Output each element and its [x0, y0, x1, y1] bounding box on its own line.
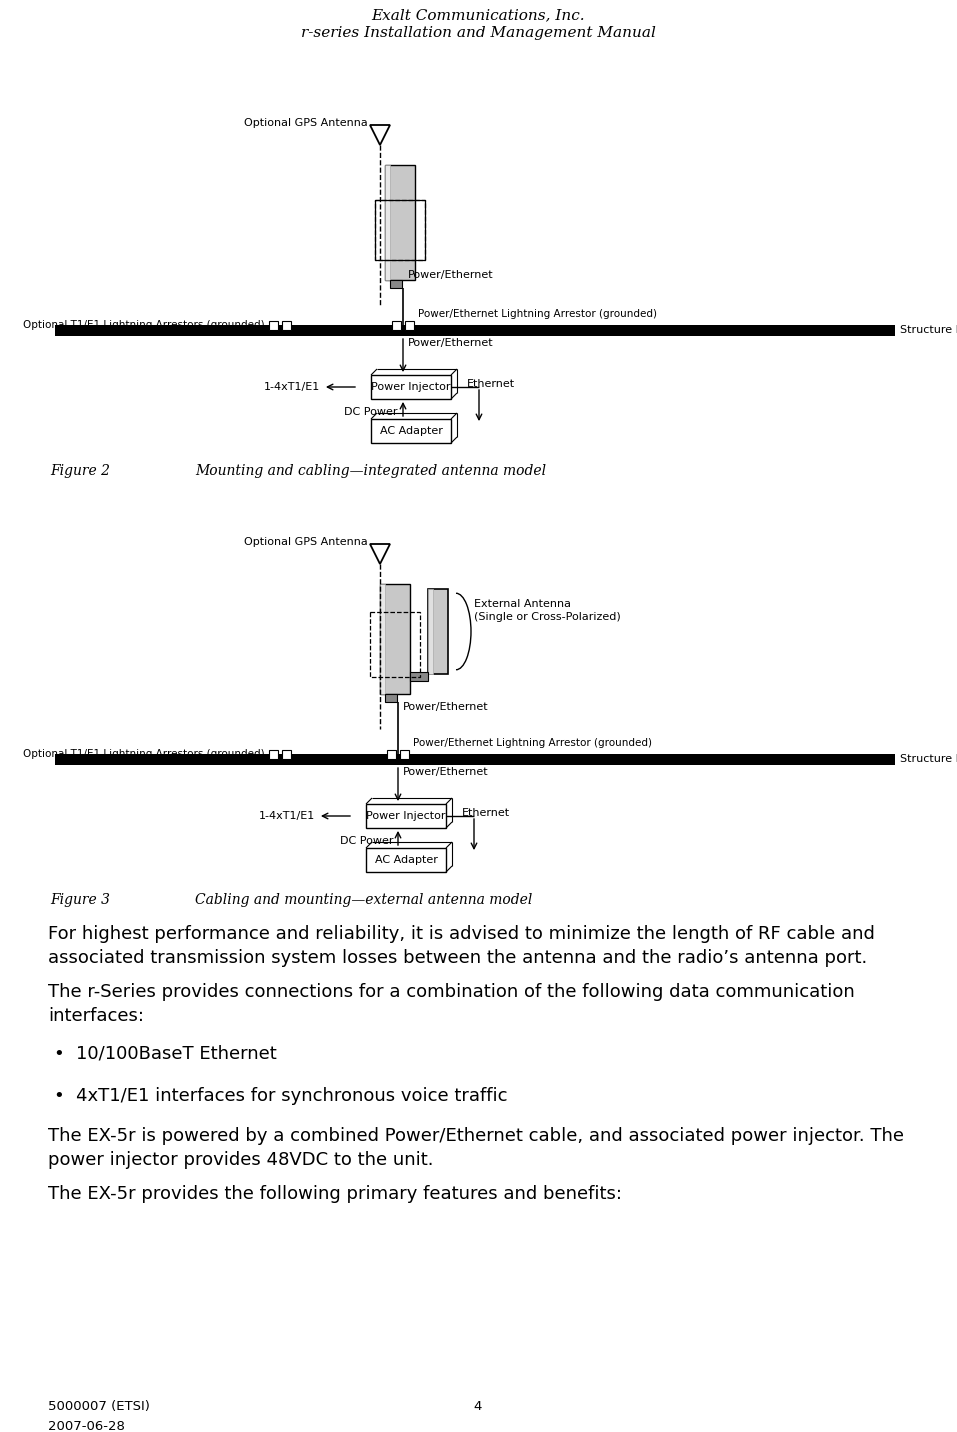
Bar — [370, 611, 420, 677]
Text: (Single or Cross-Polarized): (Single or Cross-Polarized) — [474, 611, 621, 621]
Text: Figure 3: Figure 3 — [50, 894, 110, 906]
Bar — [371, 420, 451, 442]
Text: Power Injector: Power Injector — [367, 811, 446, 821]
Bar — [387, 750, 396, 759]
Text: r-series Installation and Management Manual: r-series Installation and Management Man… — [300, 26, 656, 40]
Bar — [392, 321, 401, 329]
Text: Power/Ethernet: Power/Ethernet — [408, 271, 494, 281]
Bar — [428, 589, 448, 674]
Text: Ethernet: Ethernet — [467, 379, 515, 390]
Text: Power Injector: Power Injector — [371, 382, 451, 392]
Bar — [428, 589, 433, 674]
Text: 4xT1/E1 interfaces for synchronous voice traffic: 4xT1/E1 interfaces for synchronous voice… — [76, 1087, 507, 1106]
Text: Optional T1/E1 Lightning Arrestors (grounded): Optional T1/E1 Lightning Arrestors (grou… — [23, 749, 265, 759]
Bar — [366, 803, 446, 828]
Text: The r-Series provides connections for a combination of the following data commun: The r-Series provides connections for a … — [48, 982, 855, 1001]
Text: Cabling and mounting—external antenna model: Cabling and mounting—external antenna mo… — [195, 894, 532, 906]
Bar — [385, 695, 397, 702]
Bar — [269, 750, 278, 759]
Text: interfaces:: interfaces: — [48, 1007, 144, 1025]
Text: associated transmission system losses between the antenna and the radio’s antenn: associated transmission system losses be… — [48, 949, 867, 967]
Bar — [282, 321, 291, 329]
Bar — [380, 584, 410, 695]
Text: Mounting and cabling—integrated antenna model: Mounting and cabling—integrated antenna … — [195, 464, 546, 478]
Text: Optional GPS Antenna: Optional GPS Antenna — [244, 537, 368, 547]
Polygon shape — [370, 544, 390, 564]
Polygon shape — [370, 125, 390, 145]
Text: DC Power: DC Power — [345, 407, 398, 417]
Text: •: • — [53, 1087, 64, 1106]
Text: Power/Ethernet: Power/Ethernet — [408, 338, 494, 348]
Bar — [385, 165, 415, 281]
Bar — [375, 200, 425, 261]
Text: For highest performance and reliability, it is advised to minimize the length of: For highest performance and reliability,… — [48, 925, 875, 944]
Bar — [371, 375, 451, 400]
Text: •: • — [53, 1045, 64, 1063]
Text: Exalt Communications, Inc.: Exalt Communications, Inc. — [371, 9, 585, 21]
Bar — [385, 165, 390, 281]
Text: Power/Ethernet: Power/Ethernet — [403, 702, 489, 712]
Text: The EX-5r provides the following primary features and benefits:: The EX-5r provides the following primary… — [48, 1186, 622, 1203]
Text: Structure Penetration: Structure Penetration — [900, 755, 957, 765]
Bar — [380, 584, 385, 695]
Bar — [366, 848, 446, 872]
Bar — [55, 755, 895, 765]
Text: Figure 2: Figure 2 — [50, 464, 110, 478]
Text: External Antenna: External Antenna — [474, 599, 571, 609]
Text: Power/Ethernet: Power/Ethernet — [403, 768, 489, 778]
Bar — [375, 200, 425, 261]
Bar — [269, 321, 278, 329]
Bar — [410, 672, 428, 682]
Text: AC Adapter: AC Adapter — [374, 855, 437, 865]
Text: power injector provides 48VDC to the unit.: power injector provides 48VDC to the uni… — [48, 1151, 434, 1169]
Text: Power/Ethernet Lightning Arrestor (grounded): Power/Ethernet Lightning Arrestor (groun… — [413, 737, 652, 748]
Bar — [55, 325, 895, 337]
Text: DC Power: DC Power — [340, 836, 393, 846]
Text: Power/Ethernet Lightning Arrestor (grounded): Power/Ethernet Lightning Arrestor (groun… — [418, 309, 657, 319]
Text: 4: 4 — [474, 1400, 482, 1413]
Bar — [400, 750, 409, 759]
Text: 1-4xT1/E1: 1-4xT1/E1 — [258, 811, 315, 821]
Bar — [390, 281, 402, 288]
Text: Ethernet: Ethernet — [462, 808, 510, 818]
Text: 2007-06-28: 2007-06-28 — [48, 1421, 124, 1432]
Bar — [282, 750, 291, 759]
Text: Structure Penetration: Structure Penetration — [900, 325, 957, 335]
Text: 10/100BaseT Ethernet: 10/100BaseT Ethernet — [76, 1045, 277, 1063]
Text: 1-4xT1/E1: 1-4xT1/E1 — [264, 382, 320, 392]
Text: 5000007 (ETSI): 5000007 (ETSI) — [48, 1400, 150, 1413]
Text: The EX-5r is powered by a combined Power/Ethernet cable, and associated power in: The EX-5r is powered by a combined Power… — [48, 1127, 904, 1146]
Text: Optional T1/E1 Lightning Arrestors (grounded): Optional T1/E1 Lightning Arrestors (grou… — [23, 319, 265, 329]
Text: Optional GPS Antenna: Optional GPS Antenna — [244, 117, 368, 127]
Bar — [405, 321, 414, 329]
Text: AC Adapter: AC Adapter — [380, 425, 442, 435]
